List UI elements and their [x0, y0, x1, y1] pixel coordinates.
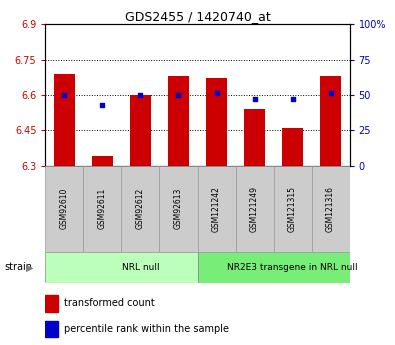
Title: GDS2455 / 1420740_at: GDS2455 / 1420740_at	[125, 10, 270, 23]
Point	[99, 102, 105, 108]
Bar	[45, 252, 198, 283]
Text: GSM92610: GSM92610	[60, 188, 69, 229]
Bar	[320, 76, 341, 166]
Text: NRL null: NRL null	[122, 263, 159, 272]
Text: GSM121316: GSM121316	[326, 186, 335, 232]
Text: GSM121315: GSM121315	[288, 186, 297, 232]
Bar	[45, 295, 58, 312]
Bar	[160, 166, 198, 252]
Bar	[122, 166, 160, 252]
Bar	[282, 128, 303, 166]
Bar	[168, 76, 189, 166]
Text: GSM92612: GSM92612	[136, 188, 145, 229]
Text: percentile rank within the sample: percentile rank within the sample	[64, 324, 229, 334]
Point	[290, 96, 296, 102]
Bar	[83, 166, 122, 252]
Bar	[45, 166, 83, 252]
Bar	[235, 166, 274, 252]
Text: GSM121249: GSM121249	[250, 186, 259, 232]
Text: NR2E3 transgene in NRL null: NR2E3 transgene in NRL null	[227, 263, 358, 272]
Text: transformed count: transformed count	[64, 298, 154, 308]
Text: GSM92611: GSM92611	[98, 188, 107, 229]
Bar	[130, 95, 151, 166]
Text: strain: strain	[4, 263, 32, 272]
Point	[61, 92, 68, 98]
Bar	[244, 109, 265, 166]
Bar	[45, 321, 58, 337]
Bar	[206, 78, 227, 166]
Bar	[312, 166, 350, 252]
Point	[327, 91, 334, 96]
Text: ▶: ▶	[26, 263, 33, 272]
Bar	[273, 166, 312, 252]
Point	[251, 96, 258, 102]
Bar	[54, 74, 75, 166]
Bar	[198, 252, 350, 283]
Point	[137, 92, 144, 98]
Bar	[92, 156, 113, 166]
Point	[175, 92, 182, 98]
Text: GSM121242: GSM121242	[212, 186, 221, 231]
Text: GSM92613: GSM92613	[174, 188, 183, 229]
Point	[213, 91, 220, 96]
Bar	[198, 166, 235, 252]
